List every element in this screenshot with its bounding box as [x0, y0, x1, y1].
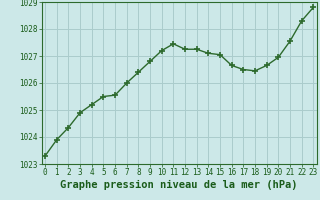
X-axis label: Graphe pression niveau de la mer (hPa): Graphe pression niveau de la mer (hPa) — [60, 180, 298, 190]
